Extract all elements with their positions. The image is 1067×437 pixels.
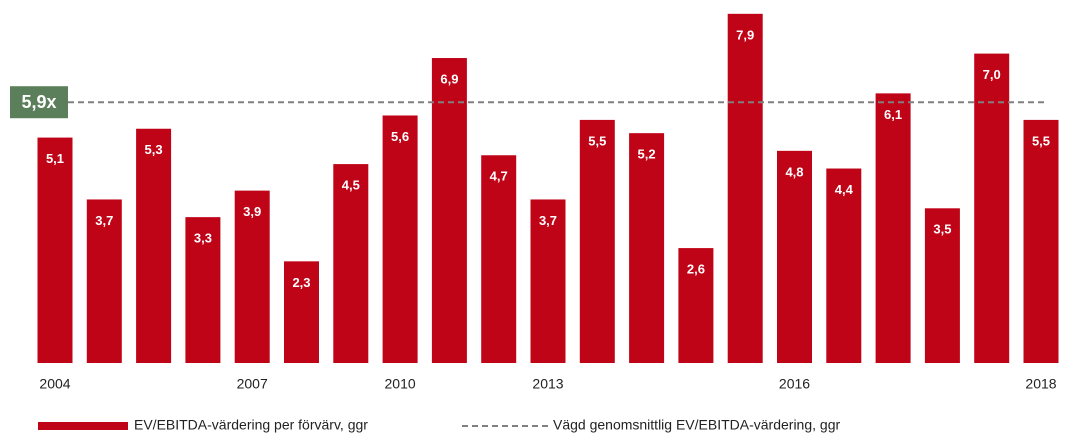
bar bbox=[727, 13, 763, 363]
value-label: 3,3 bbox=[194, 231, 212, 246]
value-label: 3,7 bbox=[539, 213, 557, 228]
value-label: 5,1 bbox=[46, 151, 64, 166]
bar bbox=[530, 199, 566, 363]
value-label: 7,9 bbox=[736, 27, 754, 42]
value-label: 3,5 bbox=[933, 222, 951, 237]
value-label: 5,3 bbox=[145, 142, 163, 157]
value-label: 5,5 bbox=[1032, 133, 1050, 148]
bar bbox=[826, 168, 862, 363]
bar bbox=[86, 199, 122, 363]
value-label: 2,3 bbox=[292, 275, 310, 290]
x-tick-label: 2018 bbox=[1025, 376, 1056, 392]
value-label: 4,8 bbox=[785, 164, 803, 179]
bar bbox=[875, 93, 911, 363]
legend-label: Vägd genomsnittlig EV/EBITDA-värdering, … bbox=[553, 417, 840, 433]
bar bbox=[924, 208, 960, 363]
x-tick-label: 2016 bbox=[779, 376, 810, 392]
bar bbox=[37, 137, 73, 363]
value-label: 3,7 bbox=[95, 213, 113, 228]
bar bbox=[777, 150, 812, 363]
bar bbox=[678, 248, 714, 363]
bar bbox=[234, 190, 270, 363]
bar bbox=[974, 53, 1010, 363]
value-label: 3,9 bbox=[243, 204, 261, 219]
x-tick-label: 2007 bbox=[237, 376, 268, 392]
bar bbox=[1023, 119, 1059, 364]
value-label: 4,4 bbox=[835, 182, 854, 197]
bar bbox=[382, 115, 418, 363]
bar bbox=[284, 261, 319, 363]
legend-swatch bbox=[38, 422, 128, 430]
value-label: 4,7 bbox=[490, 169, 508, 184]
value-label: 7,0 bbox=[983, 67, 1001, 82]
bar bbox=[579, 119, 615, 364]
reference-label-box bbox=[10, 86, 68, 119]
value-label: 2,6 bbox=[687, 262, 705, 277]
value-label: 5,2 bbox=[638, 147, 656, 162]
value-label: 5,6 bbox=[391, 129, 409, 144]
x-tick-label: 2013 bbox=[532, 376, 563, 392]
value-label: 4,5 bbox=[342, 178, 360, 193]
bar bbox=[136, 128, 172, 363]
bar bbox=[333, 164, 369, 363]
legend-label: EV/EBITDA-värdering per förvärv, ggr bbox=[134, 417, 368, 433]
x-tick-label: 2004 bbox=[39, 376, 70, 392]
value-label: 6,1 bbox=[884, 107, 902, 122]
reference-label: 5,9x bbox=[21, 92, 56, 112]
bar bbox=[481, 155, 517, 363]
bar bbox=[185, 217, 221, 363]
bar bbox=[629, 133, 665, 363]
x-tick-label: 2010 bbox=[385, 376, 416, 392]
bar bbox=[431, 58, 467, 364]
value-label: 6,9 bbox=[440, 71, 458, 86]
value-label: 5,5 bbox=[588, 133, 606, 148]
